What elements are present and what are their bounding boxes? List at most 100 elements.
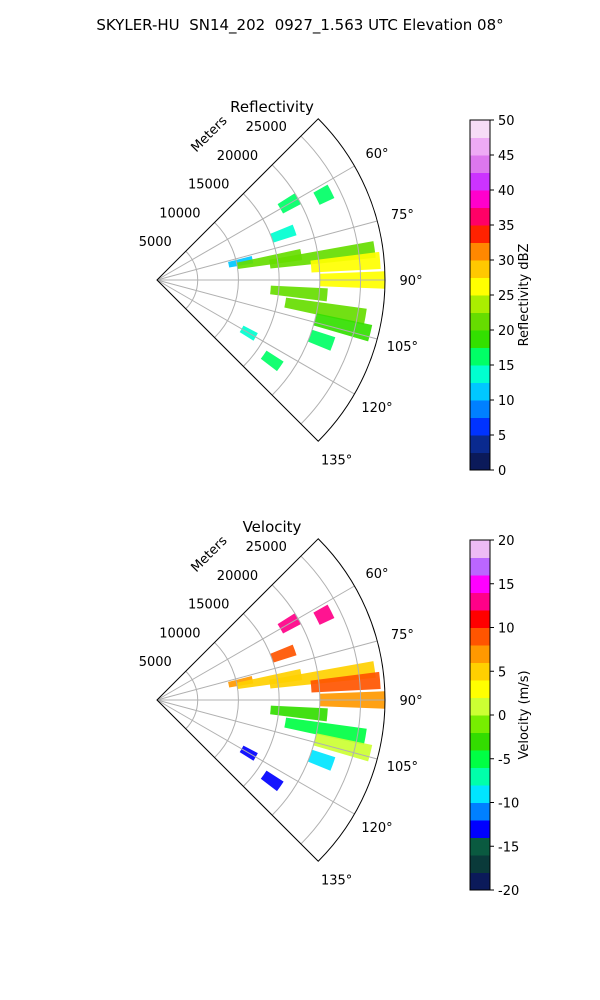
colorbar-segment-14 [470,627,490,646]
range-tick-label: 15000 [188,178,229,193]
azimuth-tick-label: 105° [387,760,418,775]
colorbar-segment-4 [470,382,490,401]
colorbar-segment-3 [470,400,490,418]
echo-cell-4 [236,249,303,269]
colorbar-segment-0 [470,872,490,891]
echo-cell-1 [313,184,335,205]
radial-gridline-0 [156,165,355,281]
colorbar-tick-label: 20 [498,534,515,549]
range-tick-label: 5000 [139,655,172,670]
colorbar-segment-9 [470,295,490,313]
echo-cell-10 [313,733,373,762]
echo-cell-2 [270,224,297,243]
colorbar-segment-17 [470,155,490,173]
colorbar-segment-12 [470,662,490,681]
colorbar-segment-10 [470,697,490,716]
azimuth-tick-label: 135° [321,874,352,889]
echo-cell-10 [313,313,373,342]
colorbar-tick-label: -20 [498,884,519,899]
echo-cell-5 [269,241,376,269]
echo-cell-3 [228,256,254,268]
colorbar-segment-7 [470,330,490,348]
echo-cell-5 [269,661,376,689]
colorbar-segment-2 [470,417,490,436]
azimuth-tick-label: 105° [387,340,418,355]
colorbar-tick-label: -15 [498,840,519,855]
colorbar-label: Velocity (m/s) [517,670,532,759]
azimuth-tick-label: 75° [391,628,414,643]
echo-cell-4 [236,669,303,689]
echo-cell-9 [284,717,367,745]
colorbar-segment-5 [470,785,490,803]
echo-cell-6 [310,251,381,273]
range-tick-label: 20000 [217,149,258,164]
radial-gridline-4 [156,699,355,815]
colorbar-segment-15 [470,610,490,628]
colorbar-segment-13 [470,225,490,243]
colorbar-segment-8 [470,732,490,751]
colorbar-tick-label: 50 [498,114,515,129]
colorbar-segment-5 [470,365,490,383]
colorbar-tick-label: 0 [498,709,506,724]
echo-cell-6 [310,671,381,693]
range-tick-label: 5000 [139,235,172,250]
colorbar-tick-label: 0 [498,464,506,479]
colorbar-tick-label: 5 [498,665,506,680]
sector-frame [156,538,386,862]
echo-cell-9 [284,297,367,325]
echo-cell-11 [307,329,336,351]
colorbar-segment-2 [470,837,490,856]
colorbar-tick-label: 35 [498,219,515,234]
colorbar-segment-15 [470,190,490,208]
colorbar-segment-6 [470,767,490,786]
panel-title: Reflectivity [230,98,314,116]
colorbar-label: Reflectivity dBZ [517,244,532,347]
colorbar-tick-label: 10 [498,622,515,637]
colorbar-tick-label: -10 [498,797,519,812]
colorbar-tick-label: 40 [498,184,515,199]
colorbar-tick-label: 30 [498,254,515,269]
colorbar-segment-14 [470,207,490,226]
colorbar-tick-label: 20 [498,324,515,339]
colorbar-tick-label: 10 [498,394,515,409]
azimuth-tick-label: 60° [365,147,388,162]
echo-cell-13 [260,350,284,372]
azimuth-tick-label: 60° [365,567,388,582]
range-tick-label: 15000 [188,598,229,613]
colorbar-segment-8 [470,312,490,331]
radial-gridline-3 [156,699,378,760]
colorbar-segment-19 [470,120,490,138]
colorbar-tick-label: 25 [498,289,515,304]
colorbar-segment-16 [470,592,490,611]
echo-cell-8 [270,285,328,302]
range-tick-label: 20000 [217,569,258,584]
colorbar-segment-12 [470,242,490,261]
echo-cell-3 [228,676,254,688]
colorbar-segment-6 [470,347,490,366]
range-tick-label: 10000 [159,626,200,641]
azimuth-tick-label: 75° [391,208,414,223]
range-tick-label: 25000 [246,540,287,555]
range-tick-label: 10000 [159,206,200,221]
azimuth-tick-label: 120° [361,401,392,416]
echo-cell-11 [307,749,336,771]
colorbar-segment-13 [470,645,490,663]
colorbar-segment-3 [470,820,490,838]
figure-title: SKYLER-HU SN14_202 0927_1.563 UTC Elevat… [96,16,504,34]
colorbar-segment-1 [470,435,490,453]
colorbar-segment-16 [470,172,490,191]
radial-gridline-3 [156,279,378,340]
colorbar-tick-label: 15 [498,359,515,374]
colorbar-tick-label: -5 [498,753,511,768]
colorbar-segment-1 [470,855,490,873]
panel-title: Velocity [243,518,302,536]
colorbar-tick-label: 5 [498,429,506,444]
sector-frame [156,118,386,442]
radial-gridline-0 [156,585,355,701]
colorbar-segment-18 [470,557,490,576]
colorbar-segment-17 [470,575,490,593]
colorbar-segment-0 [470,452,490,471]
colorbar-segment-4 [470,802,490,821]
colorbar-segment-11 [470,260,490,278]
echo-cell-1 [313,604,335,625]
